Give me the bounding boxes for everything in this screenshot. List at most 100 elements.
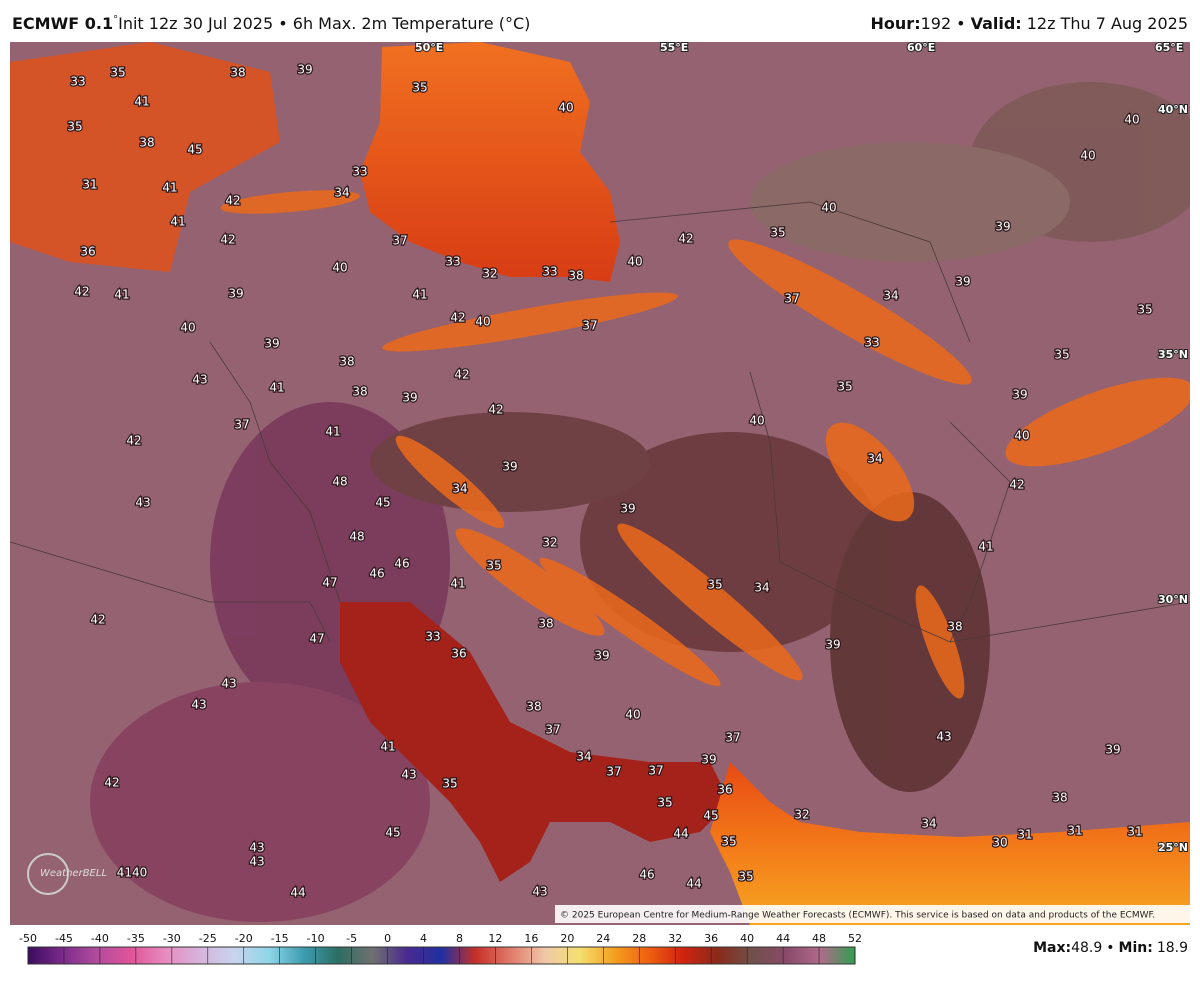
temperature-label: 33 (352, 165, 367, 179)
min-label: Min: (1118, 940, 1153, 956)
colorbar: -50 -45 -40 -35 -30 -25 -20 -15 -10 -5 0 4 8 12 16 20 24… (19, 932, 862, 965)
temperature-label: 44 (290, 886, 305, 900)
coordinate-label: 40°N (1158, 103, 1188, 116)
colorbar-tick-label: 24 (596, 932, 610, 945)
temperature-label: 35 (486, 559, 501, 573)
temperature-label: 43 (192, 373, 207, 387)
temperature-label: 39 (995, 220, 1010, 234)
colorbar-tick-label: 28 (632, 932, 646, 945)
temperature-label: 43 (221, 677, 236, 691)
colorbar-tick-label: 48 (812, 932, 826, 945)
temperature-label: 42 (454, 368, 469, 382)
persian-gulf (340, 602, 730, 882)
temperature-label: 39 (402, 391, 417, 405)
terrain (90, 82, 1190, 922)
temperature-label: 35 (412, 81, 427, 95)
colorbar-tick-label: 8 (456, 932, 463, 945)
temperature-label: 33 (864, 336, 879, 350)
temperature-label: 40 (1080, 149, 1095, 163)
temperature-label: 35 (721, 835, 736, 849)
colorbar-bar (27, 946, 856, 965)
temperature-label: 31 (1127, 825, 1142, 839)
temperature-label: 39 (620, 502, 635, 516)
temperature-label: 42 (488, 403, 503, 417)
stats: Max:48.9 • Min: 18.9 (1033, 940, 1188, 956)
temperature-label: 31 (1017, 828, 1032, 842)
temperature-label: 47 (322, 576, 337, 590)
temperature-label: 42 (126, 434, 141, 448)
temperature-label: 35 (837, 380, 852, 394)
temperature-label: 38 (568, 269, 583, 283)
temperature-label: 39 (264, 337, 279, 351)
colorbar-tick-label: -15 (271, 932, 289, 945)
temperature-label: 41 (978, 540, 993, 554)
temperature-label: 38 (352, 385, 367, 399)
temperature-label: 37 (234, 418, 249, 432)
colorbar-tick-label: 36 (704, 932, 718, 945)
temperature-label: 40 (558, 101, 573, 115)
temperature-label: 38 (526, 700, 541, 714)
temperature-label: 41 (269, 381, 284, 395)
temperature-label: 34 (452, 482, 467, 496)
valid: 12z Thu 7 Aug 2025 (1026, 14, 1188, 33)
colorbar-tick-label: 16 (524, 932, 538, 945)
temperature-label: 41 (134, 95, 149, 109)
temperature-label: 42 (1009, 478, 1024, 492)
temperature-label: 35 (738, 870, 753, 884)
temperature-label: 37 (648, 764, 663, 778)
temperature-label: 39 (701, 753, 716, 767)
temperature-label: 43 (191, 698, 206, 712)
temperature-label: 35 (67, 120, 82, 134)
temperature-label: 39 (825, 638, 840, 652)
temperature-label: 30 (992, 836, 1007, 850)
temperature-label: 31 (82, 178, 97, 192)
colorbar-tick-label: 12 (488, 932, 502, 945)
temperature-label: 36 (451, 647, 466, 661)
temperature-label: 34 (921, 817, 936, 831)
temperature-label: 44 (686, 877, 701, 891)
copyright: © 2025 European Centre for Medium-Range … (560, 911, 1155, 921)
coordinate-label: 30°N (1158, 593, 1188, 606)
temperature-label: 35 (657, 796, 672, 810)
max-label: Max: (1033, 940, 1072, 956)
temperature-label: 33 (425, 630, 440, 644)
temperature-label: 40 (180, 321, 195, 335)
temperature-label: 38 (538, 617, 553, 631)
header-right: Hour:192 • Valid: 12z Thu 7 Aug 2025 (871, 14, 1188, 33)
temperature-label: 37 (606, 765, 621, 779)
coordinate-labels: 50°E 55°E 60°E 65°E 40°N 35°N 30°N 25°N (414, 42, 1189, 855)
coordinate-label: 65°E (1155, 42, 1183, 54)
temperature-label: 35 (442, 777, 457, 791)
temperature-label: 42 (678, 232, 693, 246)
logo-text: WeatherBELL (40, 868, 107, 879)
temperature-label: 41 (170, 215, 185, 229)
colorbar-tick-label: 40 (740, 932, 754, 945)
coordinate-label: 35°N (1158, 348, 1188, 361)
temperature-label: 41 (412, 288, 427, 302)
copyright-bg (555, 905, 1190, 923)
temperature-label: 43 (936, 730, 951, 744)
temperature-label: 37 (392, 234, 407, 248)
temperature-label: 35 (1054, 348, 1069, 362)
max: 48.9 (1071, 940, 1103, 956)
temperature-label: 39 (228, 287, 243, 301)
colorbar-tick-label: 4 (420, 932, 427, 945)
arabian-sea (710, 762, 1190, 925)
temperature-label: 38 (947, 620, 962, 634)
coordinate-label: 55°E (660, 42, 688, 54)
temperature-label: 40 (821, 201, 836, 215)
model: ECMWF 0.1 (12, 14, 114, 33)
temperature-label: 47 (309, 632, 324, 646)
temperature-label: 39 (502, 460, 517, 474)
colorbar-tick-label: -40 (91, 932, 109, 945)
temperature-label: 45 (187, 143, 202, 157)
colorbar-tick-label: -5 (346, 932, 357, 945)
temperature-label: 45 (703, 809, 718, 823)
coordinate-label: 60°E (907, 42, 935, 54)
temperature-label: 42 (90, 613, 105, 627)
temperature-label: 35 (770, 226, 785, 240)
temperature-label: 34 (576, 750, 591, 764)
temperature-label: 37 (784, 292, 799, 306)
temperature-label: 42 (225, 194, 240, 208)
